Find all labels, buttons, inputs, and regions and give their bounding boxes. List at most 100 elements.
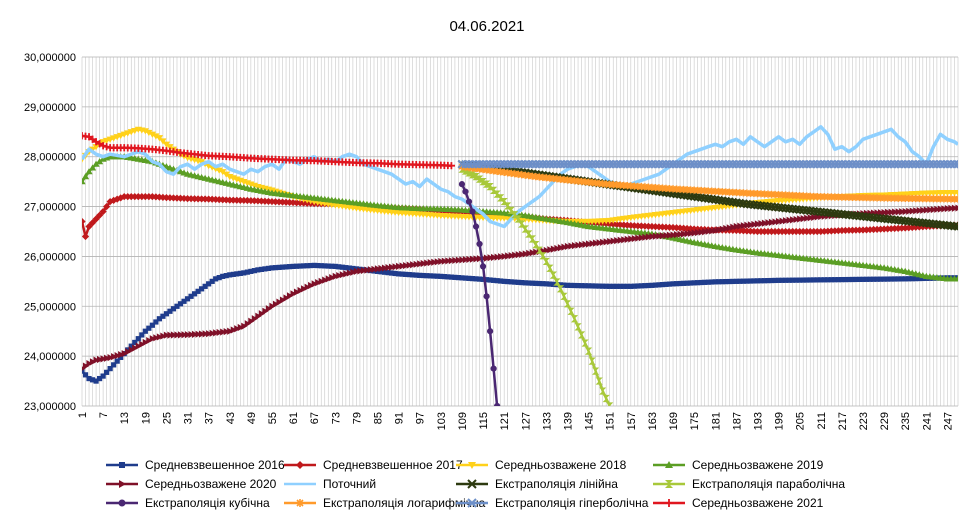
data-point [680, 280, 687, 286]
data-point [920, 206, 927, 214]
data-point [951, 204, 958, 212]
data-point [512, 279, 518, 285]
legend-swatch [106, 480, 138, 488]
data-point [104, 354, 111, 362]
x-tick-label: 163 [647, 412, 659, 430]
legend-item: Середньозважене 2020 [105, 476, 283, 492]
y-tick-label: 29,000000 [24, 102, 76, 114]
data-point [603, 283, 609, 289]
series-layer [82, 125, 958, 406]
x-tick-label: 61 [288, 412, 300, 424]
legend-swatch [284, 499, 316, 507]
x-tick-label: 55 [267, 412, 279, 424]
data-point [308, 262, 314, 269]
data-point [413, 272, 419, 278]
data-point [374, 265, 382, 273]
data-point [258, 266, 265, 272]
data-point [862, 226, 871, 234]
data-point [234, 325, 241, 333]
data-point [898, 224, 906, 232]
x-tick-label: 1 [77, 412, 89, 418]
data-point [184, 296, 191, 302]
data-point [793, 277, 799, 283]
data-point [705, 227, 712, 235]
data-point [219, 169, 227, 176]
data-point [501, 278, 507, 284]
data-point [954, 195, 958, 203]
data-point [248, 268, 254, 274]
data-point [666, 231, 674, 239]
data-point [339, 264, 345, 270]
data-point [294, 263, 300, 269]
x-tick-label: 235 [900, 412, 912, 430]
data-point [887, 225, 895, 233]
data-point [953, 222, 958, 231]
data-point [542, 257, 550, 266]
data-point [665, 480, 673, 488]
legend-item: Середньозважене 2018 [455, 457, 652, 473]
x-tick-label: 139 [562, 412, 574, 430]
data-point [329, 263, 335, 269]
data-point [522, 250, 529, 258]
series-9 [458, 181, 501, 406]
data-point [177, 331, 185, 339]
data-point [95, 158, 104, 165]
data-point [220, 273, 226, 279]
data-point [902, 207, 909, 216]
data-point [543, 281, 549, 287]
data-point [846, 276, 852, 283]
data-point [600, 238, 607, 246]
data-point [853, 276, 859, 283]
data-point [297, 286, 304, 295]
data-point [688, 229, 695, 237]
data-point [498, 278, 504, 284]
legend-item: Середньозважене 2021 [652, 495, 852, 511]
data-point [332, 263, 338, 269]
data-point [885, 276, 891, 282]
data-point [635, 234, 642, 242]
data-point [93, 356, 100, 364]
data-point [684, 230, 691, 238]
x-tick-label: 79 [351, 412, 363, 424]
data-point [364, 266, 371, 274]
data-point [673, 231, 681, 239]
legend-swatch [653, 461, 685, 468]
data-point [322, 263, 328, 269]
data-point [839, 277, 845, 283]
data-point [119, 462, 125, 468]
data-point [709, 227, 716, 235]
data-point [167, 308, 173, 314]
legend-swatch [456, 498, 488, 508]
data-point [515, 251, 522, 259]
data-point [577, 331, 586, 339]
data-point [515, 279, 521, 285]
data-point [867, 276, 873, 282]
data-point [575, 241, 582, 249]
y-tick-label: 27,000000 [24, 202, 76, 214]
data-point [381, 269, 388, 275]
data-point [315, 279, 322, 287]
data-point [747, 278, 754, 284]
data-point [399, 271, 405, 277]
data-point [438, 273, 444, 279]
data-point [804, 214, 811, 222]
data-point [322, 276, 329, 284]
x-tick-label: 31 [183, 412, 195, 424]
data-point [820, 227, 828, 235]
data-point [181, 331, 188, 339]
data-point [614, 237, 621, 245]
data-point [406, 261, 413, 269]
data-point [283, 294, 290, 302]
data-point [199, 330, 206, 338]
data-point [624, 283, 630, 289]
data-point [188, 293, 194, 299]
data-point [479, 178, 487, 186]
data-point [184, 331, 192, 339]
data-point [325, 275, 332, 283]
data-point [754, 278, 761, 284]
legend: Средневзвешенное 2016 Средневзвешенное 20… [105, 457, 965, 511]
legend-swatch [653, 499, 685, 507]
data-point [656, 232, 663, 240]
data-point [286, 292, 294, 300]
data-point [913, 207, 920, 215]
